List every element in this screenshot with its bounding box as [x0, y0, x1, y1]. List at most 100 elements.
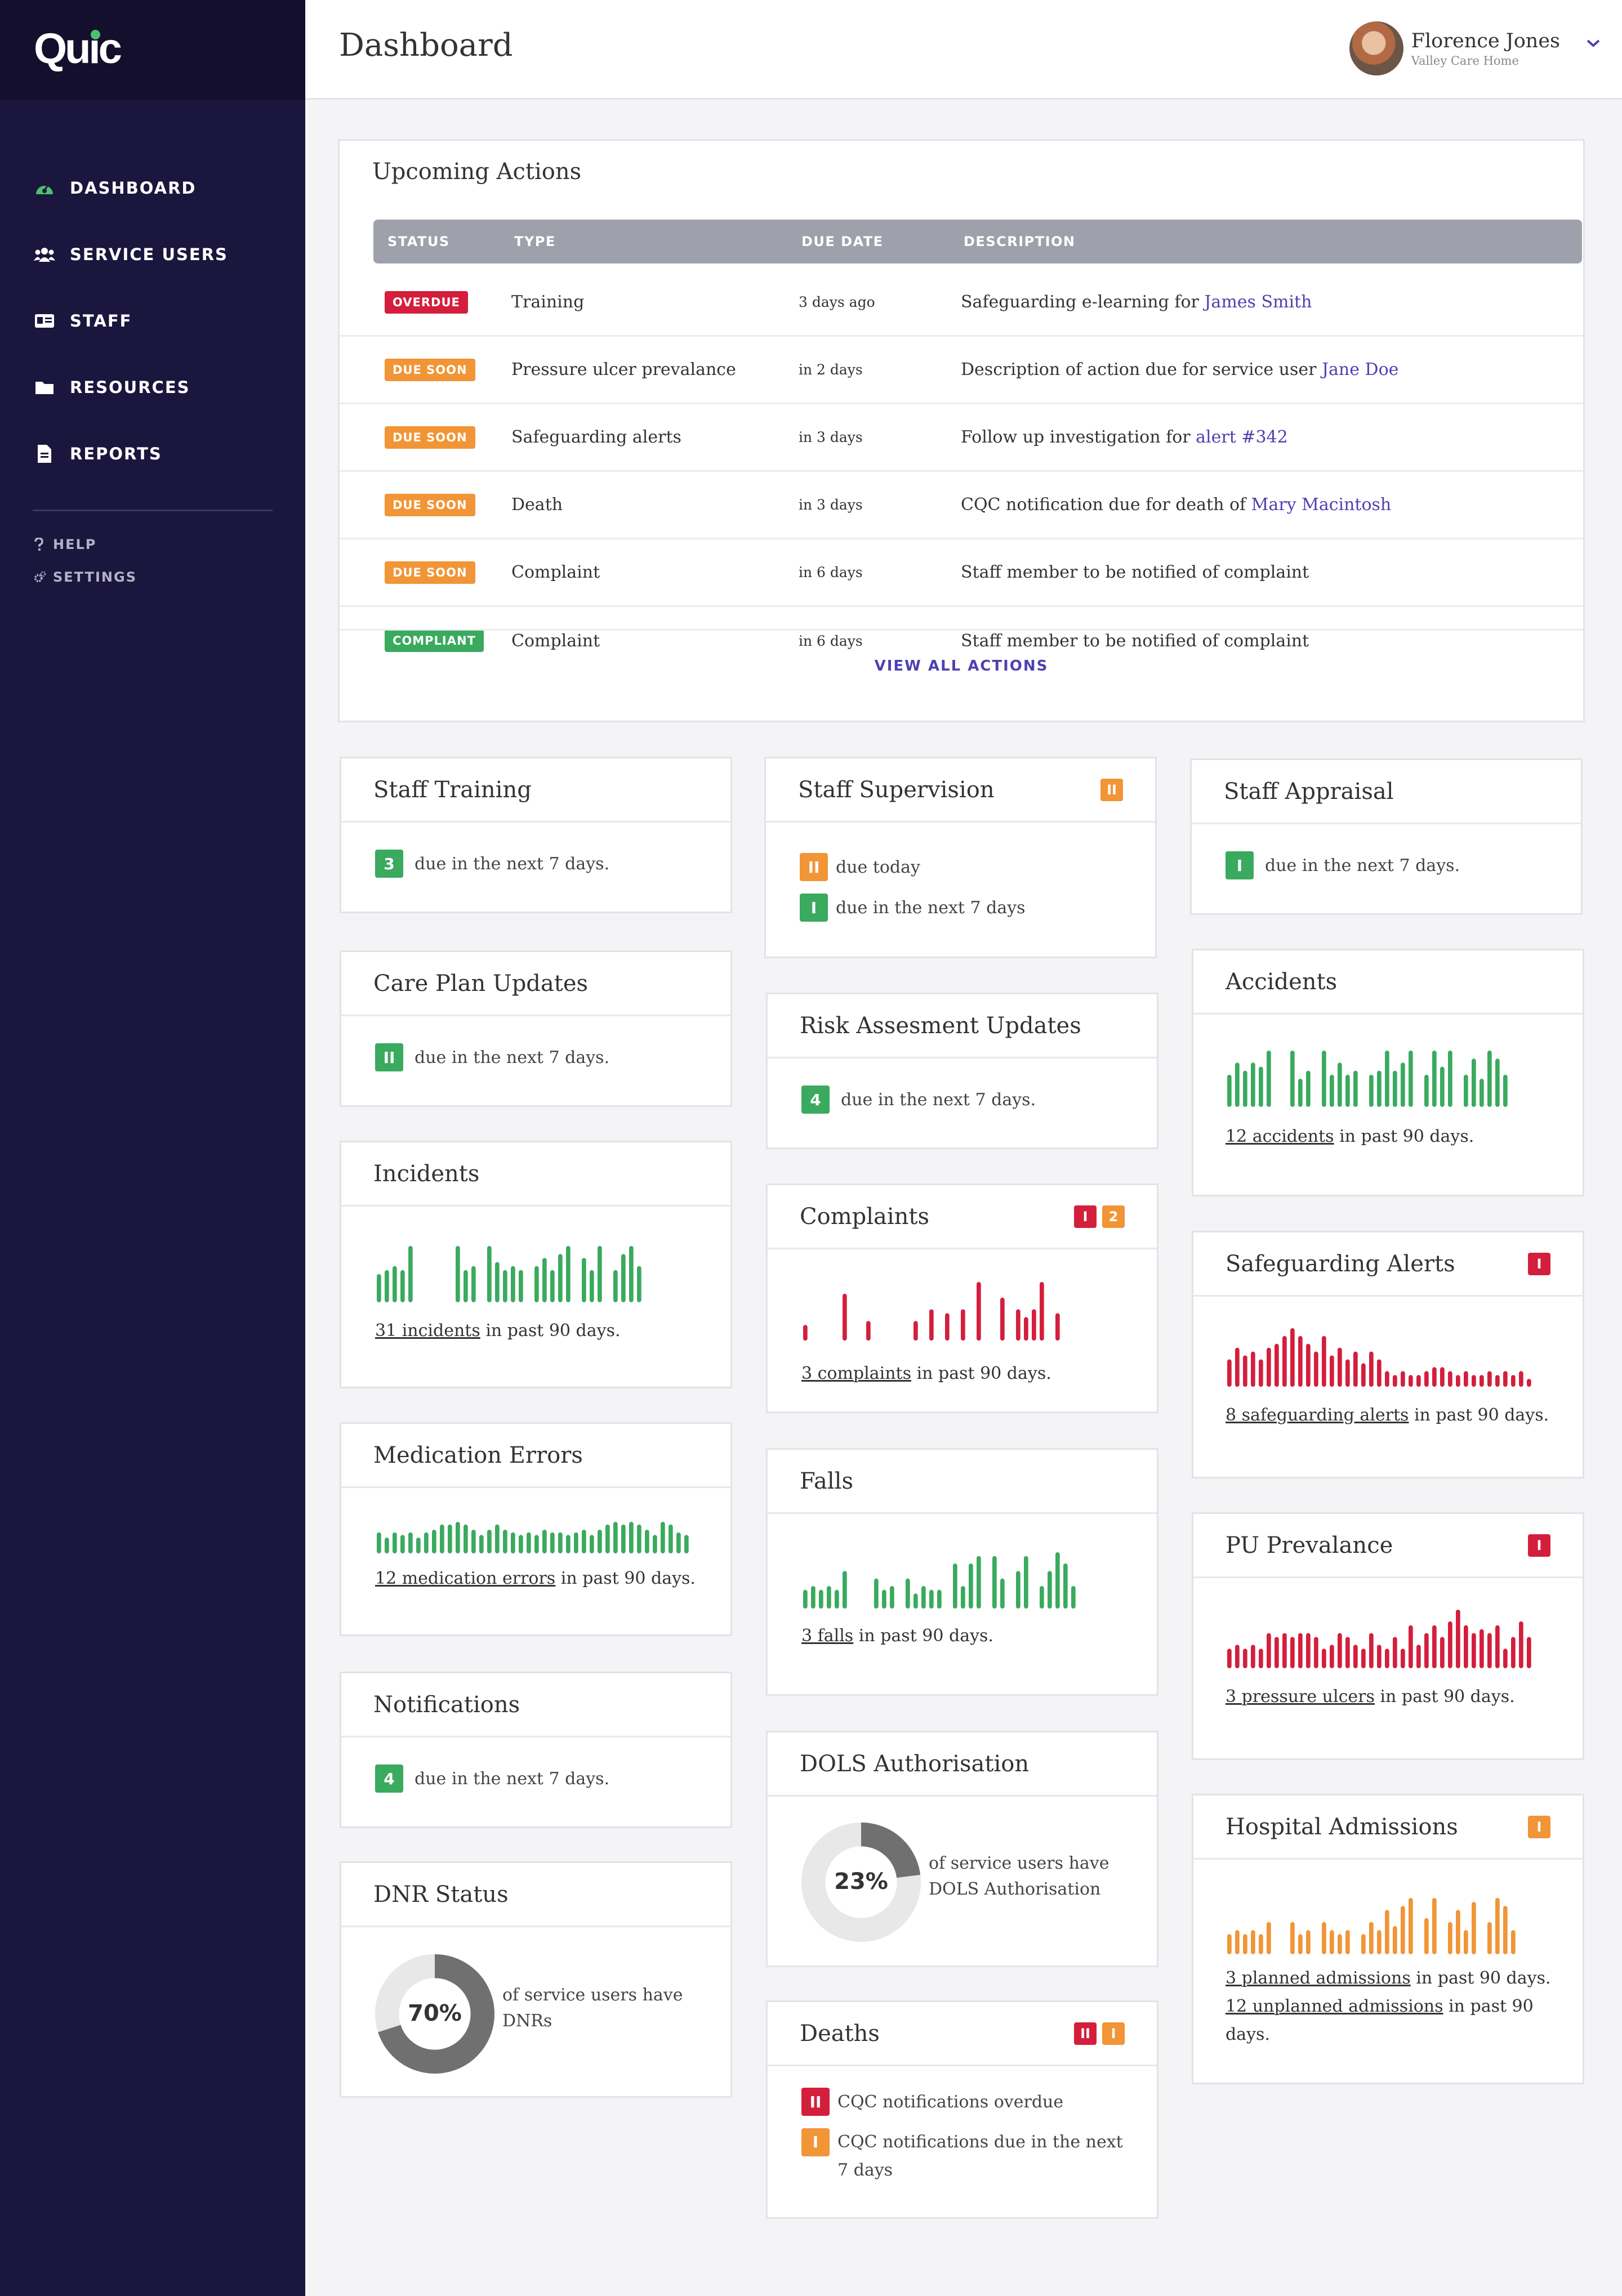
table-row[interactable]: DUE SOON Pressure ulcer prevalance in 2 da… — [340, 337, 1583, 404]
description-text: Follow up investigation for — [961, 427, 1191, 447]
sidebar-item-resources[interactable]: RESOURCES — [0, 354, 305, 421]
staff-appraisal-card[interactable]: Staff Appraisal I due in the next 7 days… — [1190, 758, 1583, 915]
table-row[interactable]: COMPLIANT Complaint in 6 days Staff member … — [340, 607, 1583, 674]
id-card-icon — [34, 310, 55, 332]
donut-percent: 70% — [408, 2000, 462, 2026]
spark-bar — [1440, 1367, 1445, 1387]
hospital-admissions-card[interactable]: Hospital Admissions I 3 planned admissio… — [1192, 1794, 1584, 2084]
planned-admissions-link[interactable]: 3 planned admissions — [1226, 1968, 1411, 1988]
incidents-card[interactable]: Incidents 31 incidents in past 90 days. — [340, 1141, 732, 1388]
description-link[interactable]: alert #342 — [1196, 427, 1288, 447]
sidebar-item-service-users[interactable]: SERVICE USERS — [0, 221, 305, 288]
spark-bar — [961, 1309, 965, 1341]
due-text: due in the next 7 days. — [415, 1047, 610, 1067]
spark-bar — [1298, 1079, 1303, 1107]
avatar[interactable] — [1349, 21, 1403, 75]
spark-bar — [558, 1254, 563, 1302]
unplanned-admissions-link[interactable]: 12 unplanned admissions — [1226, 1996, 1443, 2016]
risk-assessment-updates-card[interactable]: Risk Assesment Updates 4 due in the next… — [766, 993, 1158, 1149]
complaints-link[interactable]: 3 complaints — [801, 1364, 911, 1383]
spark-bar — [550, 1532, 555, 1553]
spark-bar — [1314, 1637, 1318, 1668]
spark-bar — [393, 1532, 397, 1553]
sidebar-item-dashboard[interactable]: DASHBOARD — [0, 155, 305, 221]
spark-bar — [479, 1535, 484, 1553]
dnr-status-card[interactable]: DNR Status 70% of service users have DNR… — [340, 1861, 732, 2098]
dols-authorisation-card[interactable]: DOLS Authorisation 23% of service users … — [766, 1731, 1158, 1967]
sidebar-item-help[interactable]: HELP — [0, 528, 305, 561]
spark-bar — [1338, 1062, 1342, 1107]
sidebar-item-reports[interactable]: REPORTS — [0, 421, 305, 487]
deaths-card[interactable]: Deaths II I II CQC notifications overdue… — [766, 2000, 1158, 2219]
pressure-ulcers-link[interactable]: 3 pressure ulcers — [1226, 1687, 1375, 1707]
dols-donut-chart — [801, 1822, 921, 1942]
spark-bar — [598, 1530, 602, 1553]
staff-training-card[interactable]: Staff Training 3 due in the next 7 days. — [340, 757, 732, 913]
spark-bar — [1385, 1051, 1389, 1107]
accidents-link[interactable]: 12 accidents — [1226, 1127, 1334, 1146]
app-logo[interactable]: Quic — [34, 25, 122, 73]
description-link[interactable]: Mary Macintosh — [1251, 495, 1392, 515]
spark-bar — [1243, 1934, 1247, 1954]
falls-link[interactable]: 3 falls — [801, 1626, 854, 1646]
safeguarding-alerts-card[interactable]: Safeguarding Alerts I 8 safeguarding ale… — [1192, 1231, 1584, 1478]
view-all-actions-link[interactable]: VIEW ALL ACTIONS — [874, 658, 1049, 674]
users-icon — [34, 244, 55, 265]
spark-bar — [1322, 1649, 1326, 1668]
description-link[interactable]: Jane Doe — [1322, 360, 1399, 379]
card-title: DNR Status — [373, 1881, 509, 1908]
spark-bar — [929, 1309, 934, 1341]
table-row[interactable]: OVERDUE Training 3 days ago Safeguarding e-… — [340, 269, 1583, 337]
due-row: 4 due in the next 7 days. — [341, 1737, 730, 1820]
spark-bar — [1495, 1898, 1500, 1954]
spark-bar — [1227, 1359, 1232, 1387]
safeguarding-link[interactable]: 8 safeguarding alerts — [1226, 1405, 1409, 1425]
spark-bar — [1424, 1633, 1429, 1668]
staff-supervision-card[interactable]: Staff Supervision II II due today I due … — [764, 757, 1157, 958]
spark-bar — [550, 1270, 555, 1302]
stat-line: 3 falls in past 90 days. — [801, 1622, 993, 1650]
spark-bar — [1401, 1649, 1405, 1668]
medication-errors-card[interactable]: Medication Errors 12 medication errors i… — [340, 1422, 732, 1636]
care-plan-updates-card[interactable]: Care Plan Updates II due in the next 7 d… — [340, 950, 732, 1107]
sidebar-item-settings[interactable]: SETTINGS — [0, 561, 305, 593]
complaints-card[interactable]: Complaints I 2 3 complaints in past 90 d… — [766, 1183, 1158, 1413]
spark-bar — [1416, 1375, 1421, 1387]
spark-bar — [1322, 1922, 1326, 1954]
accidents-card[interactable]: Accidents 12 accidents in past 90 days. — [1192, 949, 1584, 1196]
chevron-down-icon[interactable] — [1586, 38, 1601, 51]
spark-bar — [1409, 1051, 1413, 1107]
spark-bar — [1338, 1347, 1342, 1387]
due-list: II due today I due in the next 7 days — [766, 823, 1155, 922]
spark-bar — [574, 1532, 578, 1553]
spark-bar — [921, 1586, 926, 1609]
spark-bar — [503, 1530, 507, 1553]
table-row[interactable]: DUE SOON Death in 3 days CQC notification d… — [340, 472, 1583, 539]
user-menu[interactable]: Florence Jones Valley Care Home — [1349, 21, 1600, 75]
table-row[interactable]: DUE SOON Safeguarding alerts in 3 days Foll… — [340, 404, 1583, 472]
spark-bar — [1267, 1633, 1271, 1668]
medication-errors-link[interactable]: 12 medication errors — [375, 1569, 556, 1588]
spark-bar — [1401, 1062, 1405, 1107]
spark-bar — [1322, 1051, 1326, 1107]
falls-card[interactable]: Falls 3 falls in past 90 days. — [766, 1448, 1158, 1696]
description-text: CQC notification due for death of — [961, 495, 1246, 515]
incidents-link[interactable]: 31 incidents — [375, 1321, 480, 1341]
pu-prevalance-card[interactable]: PU Prevalance I 3 pressure ulcers in pas… — [1192, 1512, 1584, 1760]
spark-bar — [1361, 1934, 1366, 1954]
sidebar-item-staff[interactable]: STAFF — [0, 288, 305, 354]
spark-bar — [487, 1530, 492, 1553]
spark-bar — [1401, 1906, 1405, 1954]
card-title: Accidents — [1226, 968, 1338, 995]
table-row[interactable]: DUE SOON Complaint in 6 days Staff member t… — [340, 539, 1583, 607]
spark-bar — [645, 1530, 649, 1553]
spark-bar — [1235, 1930, 1240, 1954]
incidents-sparkline — [377, 1246, 641, 1302]
description-link[interactable]: James Smith — [1204, 292, 1312, 312]
card-title: DOLS Authorisation — [800, 1750, 1030, 1777]
notifications-card[interactable]: Notifications 4 due in the next 7 days. — [340, 1672, 732, 1828]
spark-bar — [1472, 1902, 1476, 1954]
status-badge: COMPLIANT — [385, 629, 484, 652]
spark-bar — [1511, 1637, 1516, 1668]
spark-bar — [1511, 1375, 1516, 1387]
